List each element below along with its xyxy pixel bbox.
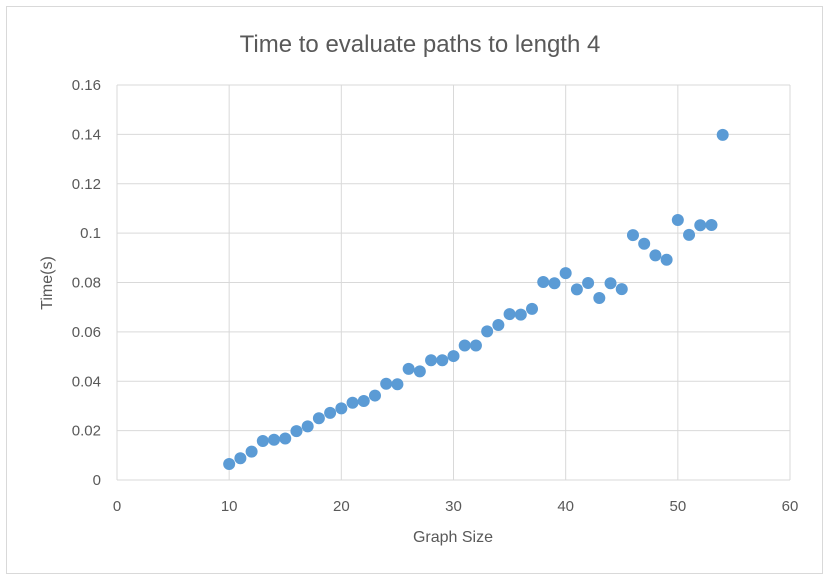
data-point	[671, 214, 684, 227]
x-tick-label: 0	[113, 498, 121, 515]
data-point	[526, 302, 539, 315]
x-tick-label: 50	[669, 498, 686, 515]
chart-title: Time to evaluate paths to length 4	[240, 31, 601, 58]
y-axis-ticks: 0 0.02 0.04 0.06 0.08 0.1 0.12 0.14 0.16	[72, 77, 101, 489]
data-point	[425, 354, 438, 367]
chart-frame	[6, 6, 823, 574]
data-point	[570, 283, 583, 296]
y-tick-label: 0.04	[72, 373, 101, 390]
data-point	[649, 249, 662, 262]
y-tick-label: 0	[93, 472, 101, 489]
data-point	[234, 452, 247, 465]
data-point	[604, 277, 617, 290]
data-point	[716, 128, 729, 141]
data-point	[683, 228, 696, 241]
data-point	[537, 276, 550, 289]
data-point	[503, 308, 516, 321]
data-point	[559, 267, 572, 280]
data-point	[245, 445, 258, 458]
y-tick-label: 0.08	[72, 275, 101, 292]
x-tick-label: 30	[445, 498, 462, 515]
y-tick-label: 0.02	[72, 423, 101, 440]
data-point	[638, 237, 651, 250]
data-point	[436, 354, 449, 367]
data-point	[223, 457, 236, 470]
x-tick-label: 20	[333, 498, 350, 515]
data-point	[548, 277, 561, 290]
x-tick-label: 60	[782, 498, 799, 515]
data-point	[492, 318, 505, 331]
data-point	[481, 325, 494, 338]
data-point	[312, 412, 325, 425]
y-axis-label: Time(s)	[39, 256, 56, 310]
y-tick-label: 0.12	[72, 176, 101, 193]
data-point	[694, 219, 707, 232]
data-point	[346, 396, 359, 409]
data-point	[413, 365, 426, 378]
gridlines	[116, 84, 791, 481]
data-point	[324, 406, 337, 419]
data-point	[593, 292, 606, 305]
data-point	[582, 276, 595, 289]
data-point	[290, 425, 303, 438]
data-point	[301, 420, 314, 433]
data-point	[660, 253, 673, 266]
data-point	[368, 389, 381, 402]
data-point	[391, 378, 404, 391]
data-point	[357, 395, 370, 407]
data-point	[335, 402, 348, 415]
x-tick-label: 10	[221, 498, 238, 515]
data-point	[469, 339, 482, 352]
data-point	[705, 218, 718, 231]
data-point	[626, 229, 639, 242]
x-axis-ticks: 0 10 20 30 40 50 60	[113, 498, 799, 515]
data-point	[279, 432, 292, 445]
data-points	[223, 128, 729, 470]
data-point	[402, 362, 415, 375]
data-point	[514, 308, 527, 321]
data-point	[615, 283, 628, 296]
data-point	[458, 339, 471, 352]
y-tick-label: 0.16	[72, 77, 101, 94]
data-point	[256, 434, 269, 447]
data-point	[268, 433, 281, 446]
x-tick-label: 40	[557, 498, 574, 515]
y-tick-label: 0.06	[72, 324, 101, 341]
x-axis-label: Graph Size	[413, 529, 493, 546]
data-point	[380, 377, 393, 390]
data-point	[447, 350, 460, 363]
y-tick-label: 0.1	[80, 225, 101, 242]
y-tick-label: 0.14	[72, 126, 101, 143]
